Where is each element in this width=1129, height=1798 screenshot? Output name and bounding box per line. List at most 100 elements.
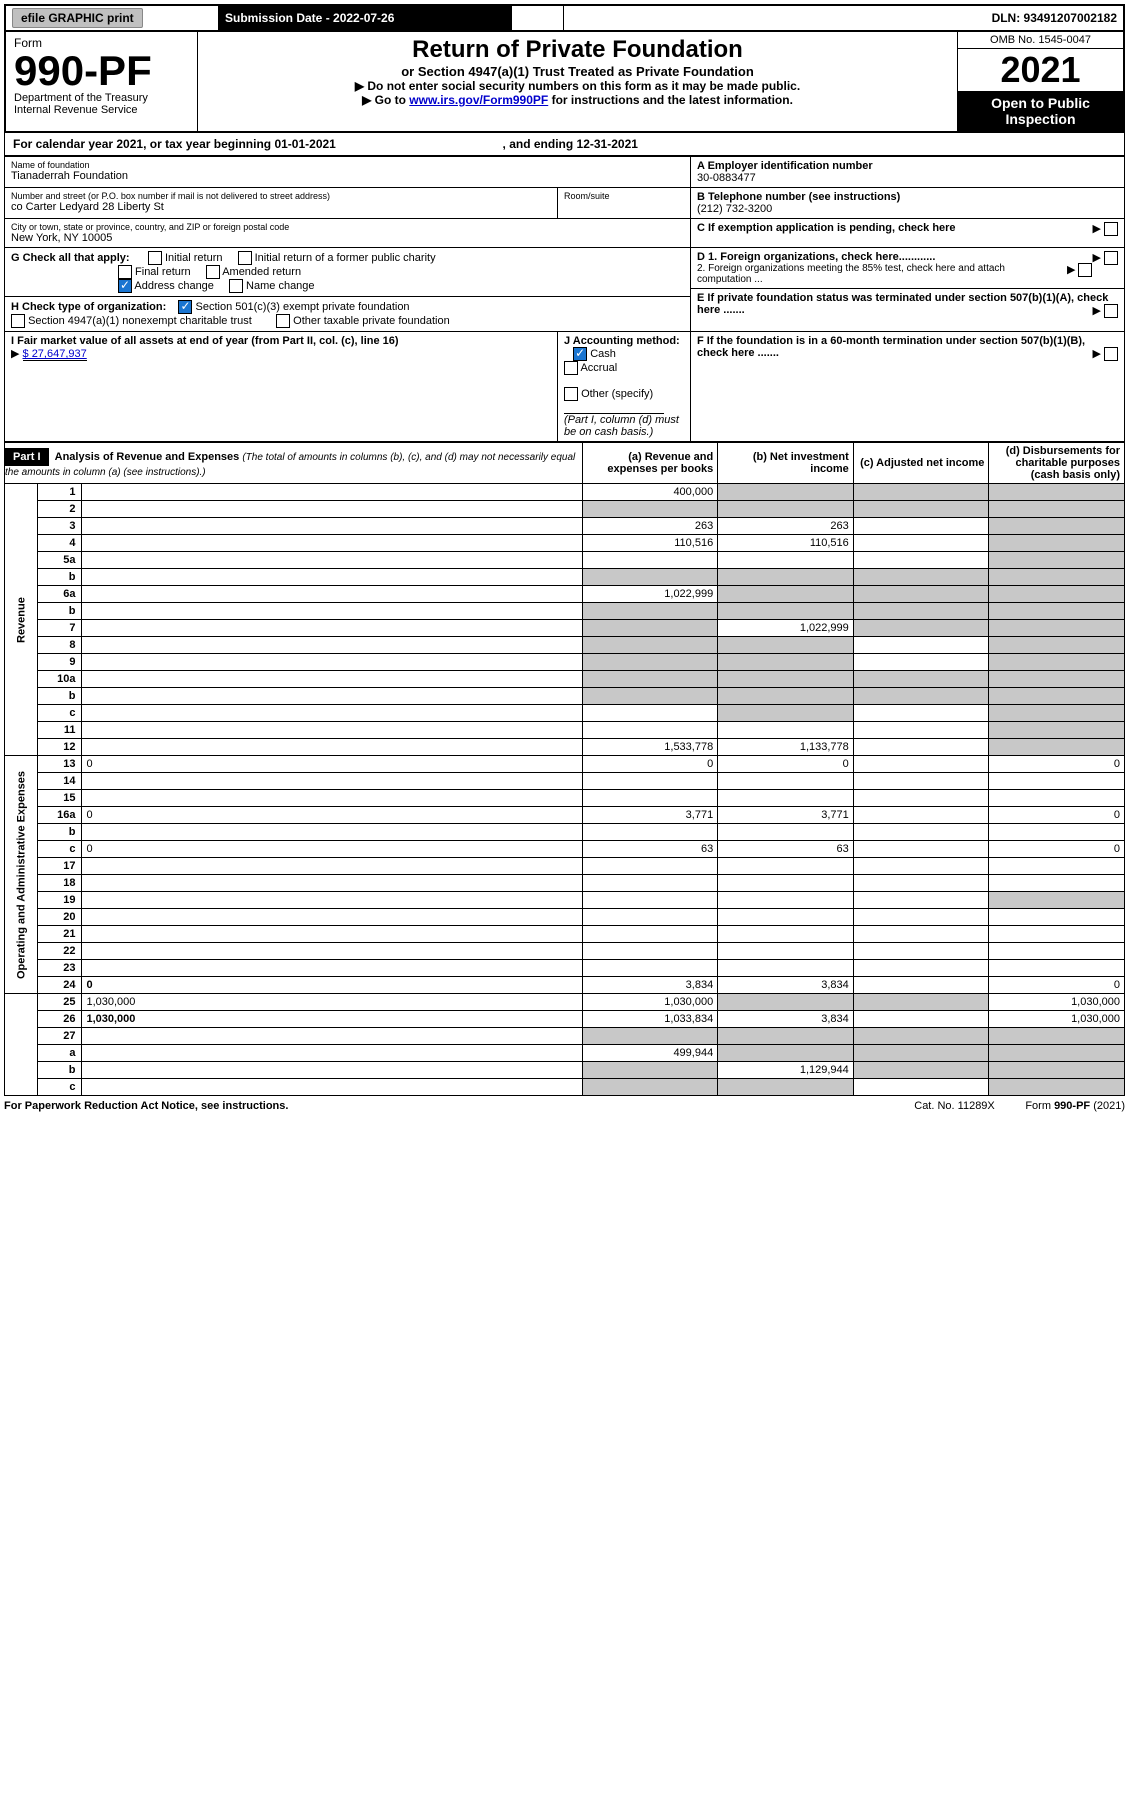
cell-d: [989, 960, 1125, 977]
cell-a: [582, 569, 718, 586]
cell-c: [853, 875, 989, 892]
cell-c: [853, 977, 989, 994]
open-public: Open to Public Inspection: [958, 91, 1123, 131]
analysis-table: Part I Analysis of Revenue and Expenses …: [4, 442, 1125, 1096]
cell-b: [718, 688, 854, 705]
cell-c: [853, 518, 989, 535]
cell-b: [718, 926, 854, 943]
g3-checkbox[interactable]: [118, 265, 132, 279]
cell-a: 499,944: [582, 1045, 718, 1062]
foundation-name: Tianaderrah Foundation: [11, 170, 684, 182]
c-label: C If exemption application is pending, c…: [697, 222, 956, 234]
cell-d: [989, 705, 1125, 722]
addr-label: Number and street (or P.O. box number if…: [11, 191, 551, 201]
row-desc: [82, 603, 582, 620]
cell-b: [718, 603, 854, 620]
f-checkbox[interactable]: [1104, 347, 1118, 361]
row-desc: [82, 705, 582, 722]
row-number: 2: [38, 501, 82, 518]
h1-checkbox[interactable]: [178, 300, 192, 314]
row-number: b: [38, 569, 82, 586]
cell-a: 1,033,834: [582, 1011, 718, 1028]
cell-c: [853, 705, 989, 722]
d1-checkbox[interactable]: [1104, 251, 1118, 265]
row-desc: [82, 620, 582, 637]
row-number: 25: [38, 994, 82, 1011]
row-desc: 0: [82, 756, 582, 773]
cell-b: [718, 773, 854, 790]
g-label: G Check all that apply:: [11, 252, 130, 264]
cell-b: 3,771: [718, 807, 854, 824]
e-checkbox[interactable]: [1104, 304, 1118, 318]
dept-treasury: Department of the Treasury: [14, 92, 189, 104]
row-desc: [82, 484, 582, 501]
row-number: 17: [38, 858, 82, 875]
cell-d: [989, 484, 1125, 501]
row-number: 15: [38, 790, 82, 807]
g6-checkbox[interactable]: [229, 279, 243, 293]
dln: DLN: 93491207002182: [564, 5, 1124, 31]
g2-checkbox[interactable]: [238, 251, 252, 265]
row-number: 3: [38, 518, 82, 535]
g1-checkbox[interactable]: [148, 251, 162, 265]
cell-d: [989, 858, 1125, 875]
fmv-link[interactable]: $ 27,647,937: [23, 348, 87, 361]
d2-label: 2. Foreign organizations meeting the 85%…: [697, 263, 1055, 285]
addr-value: co Carter Ledyard 28 Liberty St: [11, 201, 551, 213]
row-desc: [82, 586, 582, 603]
cell-a: [582, 926, 718, 943]
cell-c: [853, 569, 989, 586]
row-desc: [82, 722, 582, 739]
omb-number: OMB No. 1545-0047: [958, 32, 1123, 49]
cell-b: 63: [718, 841, 854, 858]
cell-a: [582, 943, 718, 960]
name-label: Name of foundation: [11, 160, 684, 170]
row-number: c: [38, 841, 82, 858]
cell-c: [853, 943, 989, 960]
cell-d: [989, 569, 1125, 586]
cell-b: [718, 1045, 854, 1062]
cell-b: [718, 875, 854, 892]
irs-link[interactable]: www.irs.gov/Form990PF: [409, 93, 548, 107]
efile-button[interactable]: efile GRAPHIC print: [12, 8, 143, 28]
cell-d: 0: [989, 841, 1125, 858]
j1-checkbox[interactable]: [573, 347, 587, 361]
cell-a: [582, 671, 718, 688]
row-desc: 0: [82, 807, 582, 824]
cell-d: [989, 892, 1125, 909]
col-c-header: (c) Adjusted net income: [853, 443, 989, 484]
cell-c: [853, 603, 989, 620]
j2-checkbox[interactable]: [564, 361, 578, 375]
cell-b: 263: [718, 518, 854, 535]
phone-label: B Telephone number (see instructions): [697, 191, 1118, 203]
form-subtitle: or Section 4947(a)(1) Trust Treated as P…: [206, 64, 949, 79]
c-checkbox[interactable]: [1104, 222, 1118, 236]
h2-checkbox[interactable]: [11, 314, 25, 328]
cell-d: [989, 824, 1125, 841]
cell-c: [853, 858, 989, 875]
cell-b: [718, 892, 854, 909]
cell-b: [718, 484, 854, 501]
row-number: 20: [38, 909, 82, 926]
row-number: 19: [38, 892, 82, 909]
form-title: Return of Private Foundation: [206, 36, 949, 64]
cell-a: [582, 824, 718, 841]
row-number: 24: [38, 977, 82, 994]
cell-a: [582, 892, 718, 909]
j3-checkbox[interactable]: [564, 387, 578, 401]
row-number: 22: [38, 943, 82, 960]
cell-c: [853, 841, 989, 858]
cell-d: [989, 535, 1125, 552]
g4-checkbox[interactable]: [206, 265, 220, 279]
cell-a: [582, 1028, 718, 1045]
e-label: E If private foundation status was termi…: [697, 292, 1108, 316]
cell-a: 400,000: [582, 484, 718, 501]
d2-checkbox[interactable]: [1078, 263, 1092, 277]
h3-checkbox[interactable]: [276, 314, 290, 328]
cell-a: [582, 552, 718, 569]
row-desc: 0: [82, 977, 582, 994]
row-number: 26: [38, 1011, 82, 1028]
g5-checkbox[interactable]: [118, 279, 132, 293]
cell-d: 0: [989, 807, 1125, 824]
col-d-header: (d) Disbursements for charitable purpose…: [989, 443, 1125, 484]
